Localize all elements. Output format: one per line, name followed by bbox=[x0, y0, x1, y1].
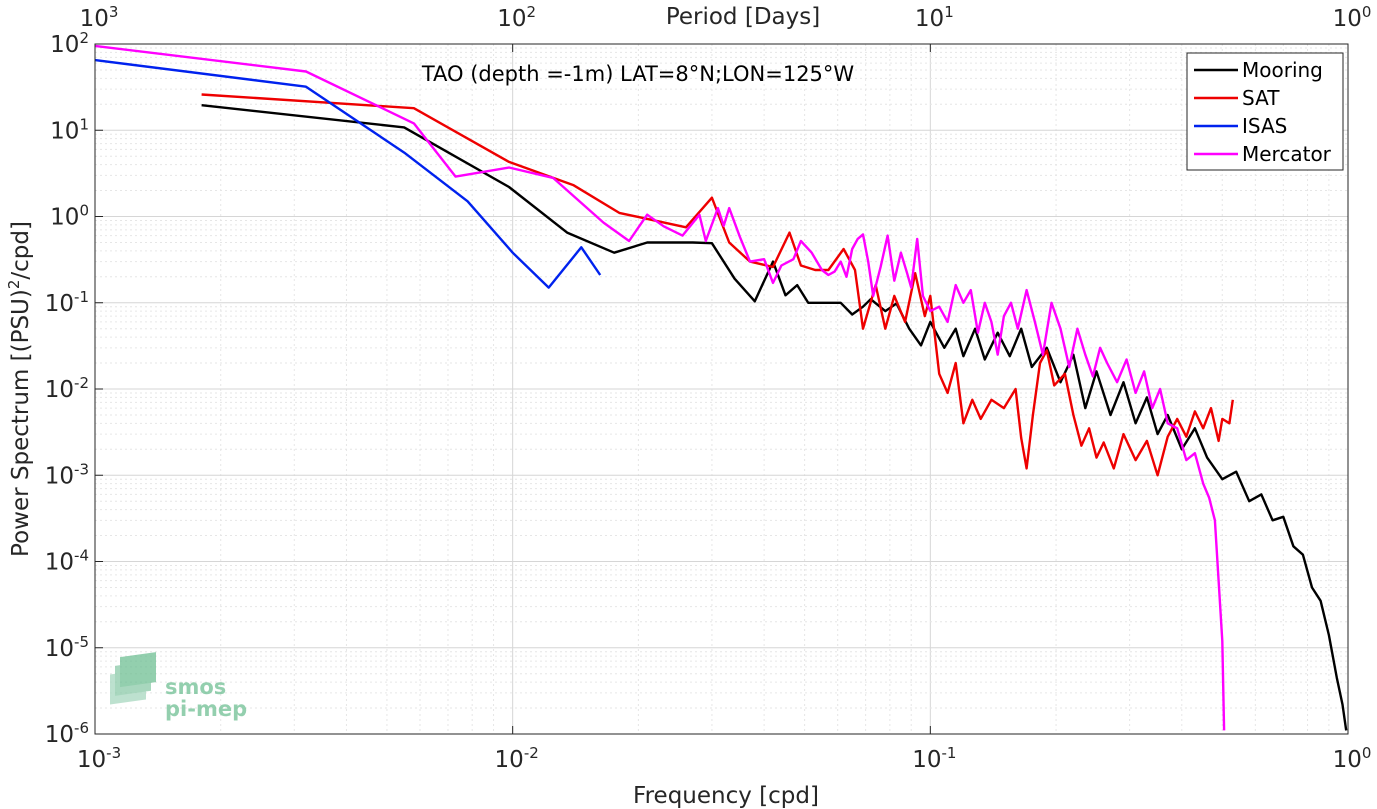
y-tick-label: 10-5 bbox=[45, 633, 89, 662]
x-tick-label: 10-1 bbox=[912, 744, 956, 773]
x-tick-label: 10-2 bbox=[495, 744, 539, 773]
y-tick-label: 10-4 bbox=[45, 547, 89, 576]
top-tick-label: 103 bbox=[80, 3, 119, 32]
y-label-tail: /cpd] bbox=[8, 221, 34, 280]
grid bbox=[95, 44, 1348, 734]
legend-label-isas: ISAS bbox=[1242, 114, 1287, 138]
series-line-isas bbox=[94, 58, 602, 289]
y-tick-label: 10-2 bbox=[45, 374, 89, 403]
legend-label-sat: SAT bbox=[1242, 86, 1280, 110]
top-tick-label: 100 bbox=[1333, 3, 1372, 32]
y-tick-label: 10-6 bbox=[45, 719, 89, 748]
legend-label-mooring: Mooring bbox=[1242, 58, 1323, 82]
y-axis-label: Power Spectrum [(PSU)2/cpd] bbox=[5, 221, 34, 557]
top-tick-label: 102 bbox=[497, 3, 536, 32]
x-tick-label: 10-3 bbox=[77, 744, 121, 773]
y-label-main: Power Spectrum [(PSU) bbox=[8, 289, 34, 557]
legend-box bbox=[1186, 52, 1344, 171]
legend-label-mercator: Mercator bbox=[1242, 142, 1332, 166]
logo-block-3 bbox=[120, 652, 156, 688]
logo-text-pimep: pi-mep bbox=[165, 697, 247, 721]
series-line-mooring bbox=[201, 104, 1348, 731]
y-tick-label: 10-3 bbox=[45, 460, 89, 489]
logo-text-smos: smos bbox=[165, 675, 226, 699]
series-line-mercator bbox=[94, 44, 1226, 731]
x-axis-label: Frequency [cpd] bbox=[633, 783, 819, 809]
top-axis-label: Period [Days] bbox=[666, 4, 820, 30]
y-tick-label: 101 bbox=[50, 115, 89, 144]
series-lines bbox=[94, 44, 1348, 731]
legend: Mooring SAT ISAS Mercator bbox=[1186, 52, 1344, 171]
y-tick-label: 10-1 bbox=[45, 288, 89, 317]
y-tick-label: 102 bbox=[50, 29, 89, 58]
series-line-sat bbox=[201, 93, 1234, 477]
top-tick-label: 101 bbox=[915, 3, 954, 32]
smos-pi-mep-logo: smos pi-mep bbox=[110, 652, 247, 721]
y-label-sup: 2 bbox=[5, 280, 23, 290]
y-tick-label: 100 bbox=[50, 202, 89, 231]
chart-title: TAO (depth =-1m) LAT=8°N;LON=125°W bbox=[421, 62, 855, 86]
x-tick-label: 100 bbox=[1333, 744, 1372, 773]
